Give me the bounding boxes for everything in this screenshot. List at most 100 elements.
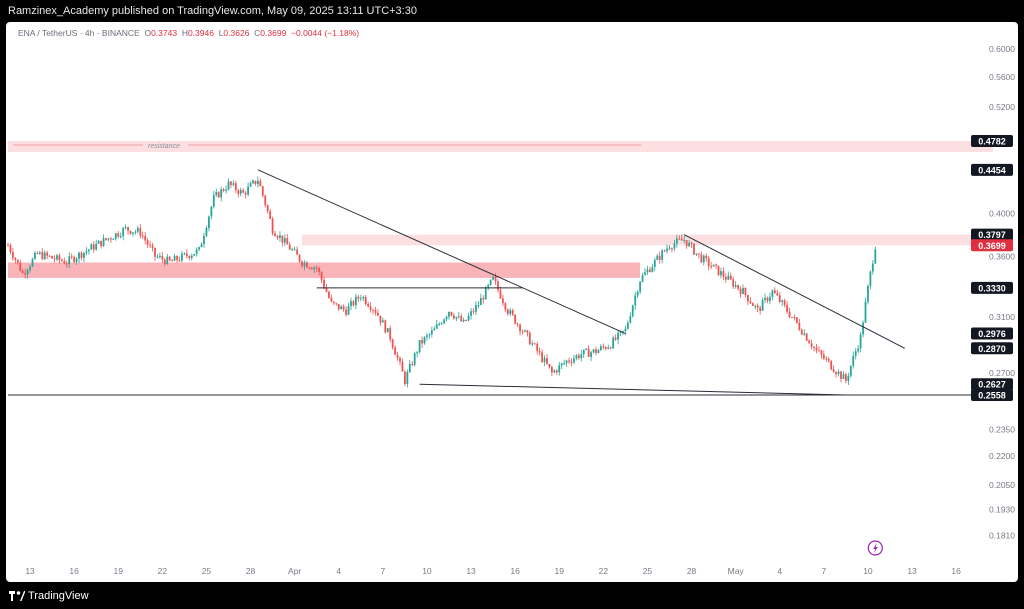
- price-badge-label: 0.4782: [978, 137, 1006, 147]
- candle-down: [335, 303, 338, 305]
- candle-up: [607, 347, 610, 349]
- price-badge-label: 0.2870: [978, 344, 1006, 354]
- price-badge-label: 0.4454: [978, 165, 1006, 175]
- candle-up: [854, 351, 857, 356]
- candle-up: [688, 242, 690, 247]
- candle-up: [852, 355, 855, 366]
- candle-down: [693, 243, 695, 255]
- candle-up: [489, 279, 492, 285]
- candle-up: [668, 248, 671, 250]
- candle-up: [764, 297, 766, 300]
- candle-down: [830, 360, 833, 370]
- candle-down: [751, 303, 754, 306]
- candle-down: [548, 364, 551, 368]
- candle-up: [651, 266, 654, 272]
- candle-up: [173, 255, 176, 261]
- low-label: L: [218, 28, 224, 38]
- candle-down: [46, 252, 49, 256]
- candle-up: [416, 352, 419, 354]
- candle-down: [502, 298, 504, 304]
- candle-down: [9, 245, 12, 253]
- candle-down: [526, 330, 529, 333]
- candle-down: [551, 367, 553, 373]
- candle-up: [90, 244, 93, 250]
- candle-down: [146, 240, 149, 245]
- candle-up: [626, 322, 629, 329]
- candle-up: [656, 255, 659, 260]
- candle-down: [144, 236, 147, 241]
- candle-up: [279, 235, 281, 239]
- candle-down: [541, 352, 543, 362]
- candle-down: [328, 291, 330, 298]
- time-tick-label: 25: [643, 566, 653, 576]
- candle-up: [600, 346, 602, 351]
- candle-up: [636, 291, 639, 296]
- candle-down: [497, 281, 499, 290]
- time-tick-label: 13: [25, 566, 35, 576]
- candle-up: [492, 276, 494, 280]
- candle-down: [722, 271, 725, 277]
- candle-down: [100, 240, 102, 247]
- candle-down: [808, 340, 811, 344]
- time-tick-label: 10: [863, 566, 873, 576]
- chart-panel[interactable]: 0.6000 0.5600 0.5200 0.4000 0.3600 0.3100 0.27…: [6, 22, 1018, 582]
- time-tick-label: 4: [777, 566, 782, 576]
- time-tick-label: 19: [114, 566, 124, 576]
- footer-bar: TradingView: [0, 584, 1024, 609]
- candle-up: [198, 247, 200, 250]
- candle-up: [31, 258, 34, 267]
- candle-up: [247, 186, 249, 195]
- candle-up: [580, 354, 583, 359]
- candle-up: [122, 228, 125, 237]
- candle-up: [68, 256, 71, 265]
- candle-down: [14, 258, 17, 260]
- candle-up: [629, 316, 632, 323]
- candle-up: [220, 189, 223, 198]
- candle-down: [800, 329, 803, 335]
- candle-down: [724, 276, 727, 280]
- time-tick-label: 13: [466, 566, 476, 576]
- candle-down: [318, 268, 321, 273]
- candle-down: [685, 240, 688, 247]
- price-chart[interactable]: 0.6000 0.5600 0.5200 0.4000 0.3600 0.3100 0.27…: [6, 22, 1018, 582]
- candle-up: [208, 216, 210, 229]
- candle-down: [411, 363, 414, 365]
- candle-up: [136, 228, 139, 232]
- candle-up: [742, 287, 744, 294]
- candle-down: [364, 296, 367, 304]
- candle-up: [124, 227, 127, 229]
- price-tick-label: 0.2050: [989, 480, 1015, 490]
- candle-up: [683, 240, 686, 242]
- candle-down: [352, 301, 355, 306]
- candle-up: [85, 251, 88, 253]
- candle-down: [230, 181, 232, 185]
- candle-down: [237, 190, 240, 194]
- candle-down: [323, 279, 325, 288]
- candle-up: [181, 253, 183, 261]
- candle-up: [781, 300, 784, 302]
- candle-up: [675, 238, 678, 244]
- candle-up: [134, 231, 137, 233]
- candle-up: [612, 337, 615, 349]
- candle-up: [803, 333, 806, 335]
- candle-down: [555, 370, 558, 373]
- candle-down: [357, 296, 360, 299]
- candle-down: [269, 211, 272, 219]
- candle-up: [156, 256, 159, 258]
- candle-up: [381, 320, 384, 323]
- candle-down: [374, 310, 377, 313]
- close-label: C: [254, 28, 261, 38]
- candle-up: [457, 316, 460, 318]
- candle-down: [92, 244, 95, 250]
- candle-down: [609, 347, 612, 349]
- candle-down: [286, 238, 289, 245]
- candle-up: [462, 319, 465, 322]
- candle-down: [749, 301, 752, 304]
- price-tick-label: 0.1930: [989, 504, 1015, 514]
- price-badge: [971, 281, 1013, 294]
- candle-down: [796, 317, 798, 323]
- candle-down: [178, 260, 181, 262]
- candle-down: [710, 266, 713, 268]
- candle-down: [832, 369, 835, 373]
- candle-down: [577, 355, 580, 359]
